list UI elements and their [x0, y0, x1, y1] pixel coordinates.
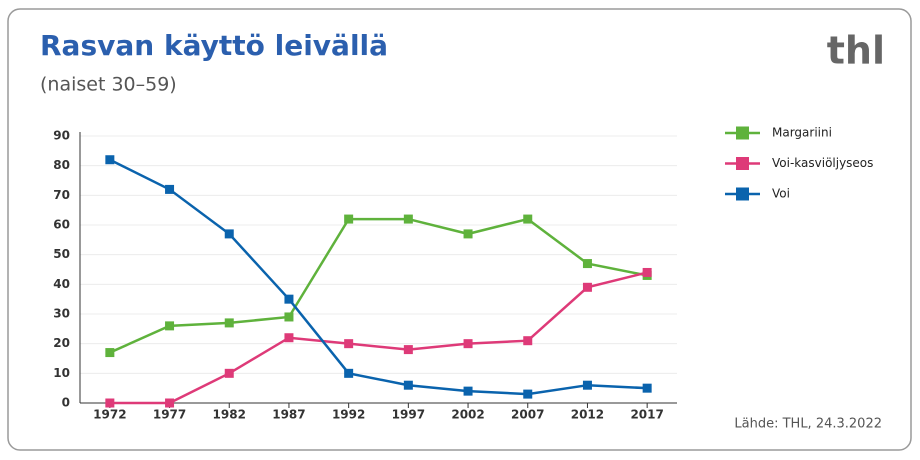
x-tick-label: 1987: [272, 408, 305, 422]
point: [642, 267, 652, 277]
y-tick-label: 60: [53, 218, 70, 232]
x-tick-label: 1992: [332, 408, 365, 422]
x-tick-label: 1972: [93, 408, 126, 422]
point: [582, 380, 592, 390]
point: [403, 345, 413, 355]
point: [105, 348, 115, 358]
x-tick-label: 2007: [511, 408, 544, 422]
point: [165, 398, 175, 408]
point: [284, 312, 294, 322]
x-tick-label: 2017: [630, 408, 663, 422]
series-line: [109, 271, 648, 405]
y-tick-label: 0: [62, 396, 70, 410]
x-tick-label: 1997: [392, 408, 425, 422]
point: [344, 368, 354, 378]
y-tick-label: 80: [53, 158, 70, 172]
x-tick-label: 2002: [451, 408, 484, 422]
legend-marker: [736, 157, 749, 170]
legend-marker: [736, 126, 749, 140]
card: [7, 8, 912, 451]
y-tick-label: 30: [53, 307, 70, 321]
series-line: [109, 217, 648, 354]
x-tick-label: 1982: [213, 408, 246, 422]
legend-marker: [736, 187, 749, 201]
point: [523, 214, 533, 224]
series-line: [109, 158, 648, 396]
point: [463, 386, 473, 396]
source: Lähde: THL, 24.3.2022: [734, 417, 882, 432]
point: [284, 333, 294, 343]
y-tick-label: 50: [53, 247, 70, 261]
y-tick-label: 70: [53, 188, 70, 202]
point: [224, 368, 234, 378]
point: [224, 318, 234, 328]
point: [344, 339, 354, 349]
point: [105, 155, 115, 165]
chart-subtitle: (naiset 30–59): [40, 74, 177, 96]
point: [403, 380, 413, 390]
y-tick-label: 20: [53, 336, 70, 350]
x-tick-label: 2012: [571, 408, 604, 422]
legend-label: Margariini: [772, 126, 832, 140]
point: [463, 339, 473, 349]
point: [403, 214, 413, 224]
point: [582, 282, 592, 292]
chart-title: Rasvan käyttö leivällä: [40, 29, 388, 62]
point: [344, 214, 354, 224]
point: [463, 229, 473, 239]
legend-label: Voi-kasviöljyseos: [772, 156, 873, 170]
point: [165, 184, 175, 194]
logo: thl: [827, 29, 885, 73]
point: [642, 383, 652, 393]
point: [284, 294, 294, 304]
y-tick-label: 40: [53, 277, 70, 291]
point: [165, 321, 175, 331]
point: [523, 336, 533, 346]
y-tick-label: 10: [53, 366, 70, 380]
point: [224, 229, 234, 239]
x-tick-label: 1977: [153, 408, 186, 422]
point: [582, 259, 592, 269]
point: [105, 398, 115, 408]
legend-label: Voi: [772, 187, 790, 201]
y-tick-label: 90: [53, 129, 70, 143]
point: [523, 389, 533, 399]
